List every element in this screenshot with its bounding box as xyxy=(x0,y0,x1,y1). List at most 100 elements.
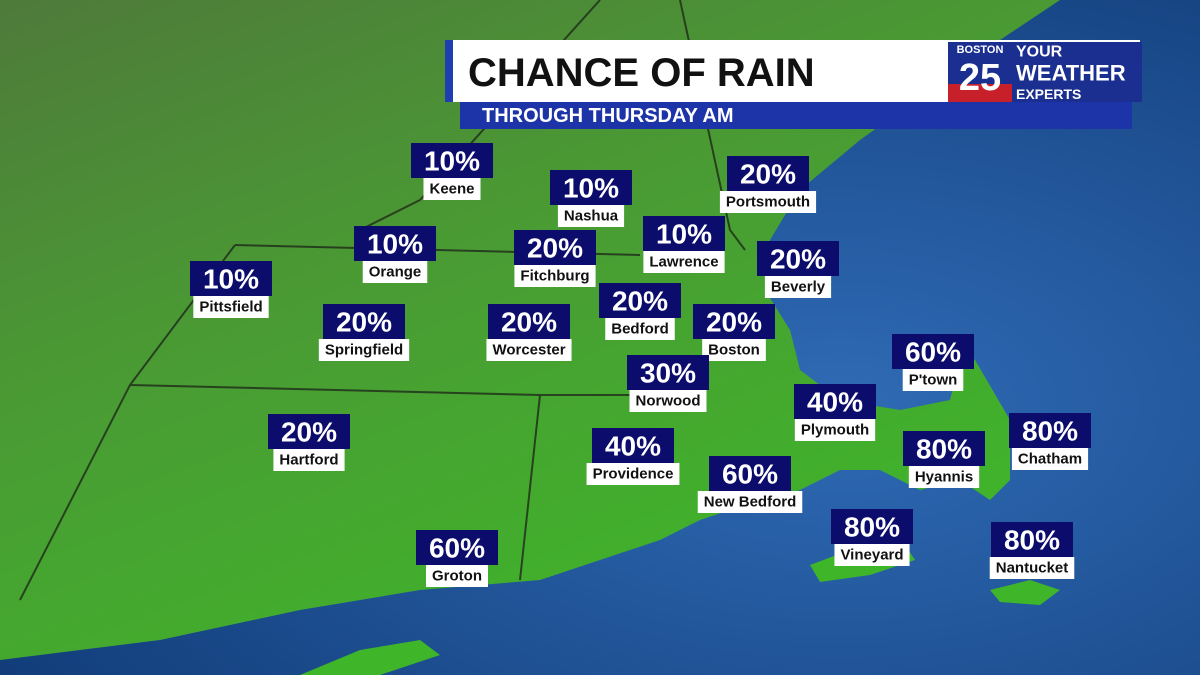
rain-chance: 80% xyxy=(1022,416,1078,447)
location-name: P'town xyxy=(909,372,958,389)
value-box xyxy=(903,431,985,466)
location-name: Lawrence xyxy=(649,254,718,271)
location-name: Nashua xyxy=(564,208,619,225)
rain-chance: 20% xyxy=(612,286,668,317)
location-name: Boston xyxy=(708,342,760,359)
location-name: Hartford xyxy=(279,452,338,469)
location-name: Nantucket xyxy=(996,560,1069,577)
location-name: Keene xyxy=(429,181,474,198)
long-island xyxy=(300,640,440,675)
location-name: Plymouth xyxy=(801,422,869,439)
location-name: Portsmouth xyxy=(726,194,810,211)
location-name: Bedford xyxy=(611,321,669,338)
rain-chance: 10% xyxy=(424,146,480,177)
location-name: Orange xyxy=(369,264,422,281)
location-label: 20% Fitchburg xyxy=(514,230,596,287)
name-box xyxy=(902,369,964,391)
location-label: 10% Pittsfield xyxy=(190,261,272,318)
location-label: 10% Nashua xyxy=(550,170,632,227)
logo-text-bg xyxy=(1012,42,1142,102)
nantucket xyxy=(990,580,1060,605)
logo-city: BOSTON xyxy=(957,44,1004,56)
rain-chance: 60% xyxy=(429,533,485,564)
location-label: 10% Orange xyxy=(354,226,436,283)
value-box xyxy=(727,156,809,191)
location-label: 40% Plymouth xyxy=(794,384,876,441)
rain-chance: 20% xyxy=(281,417,337,448)
logo-stripe xyxy=(948,84,1012,102)
location-labels: 10% Keene 10% Nashua 20% Portsmouth 10% Orange 2… xyxy=(190,143,1091,587)
name-box xyxy=(557,205,625,227)
value-box xyxy=(991,522,1073,557)
value-box xyxy=(323,304,405,339)
name-box xyxy=(362,261,428,283)
rain-chance: 60% xyxy=(722,459,778,490)
location-label: 20% Beverly xyxy=(757,241,839,298)
location-name: Norwood xyxy=(636,393,701,410)
location-label: 80% Hyannis xyxy=(903,431,985,488)
rain-chance: 10% xyxy=(203,264,259,295)
subtitle: THROUGH THURSDAY AM xyxy=(482,105,734,127)
location-label: 80% Chatham xyxy=(1009,413,1091,470)
value-box xyxy=(592,428,674,463)
value-box xyxy=(416,530,498,565)
name-box xyxy=(719,191,817,213)
name-box xyxy=(486,339,572,361)
value-box xyxy=(831,509,913,544)
name-box xyxy=(586,463,680,485)
location-name: Providence xyxy=(593,466,674,483)
name-box xyxy=(273,449,345,471)
value-box xyxy=(757,241,839,276)
logo-channel: 25 xyxy=(959,57,1001,99)
location-label: 20% Hartford xyxy=(268,414,350,471)
location-name: New Bedford xyxy=(704,494,797,511)
value-box xyxy=(268,414,350,449)
location-label: 30% Norwood xyxy=(627,355,709,412)
rain-chance: 20% xyxy=(501,307,557,338)
value-box xyxy=(190,261,272,296)
rain-chance: 80% xyxy=(1004,525,1060,556)
value-box xyxy=(693,304,775,339)
name-box xyxy=(989,557,1075,579)
name-box xyxy=(697,491,803,513)
rain-chance: 10% xyxy=(367,229,423,260)
name-box xyxy=(643,251,725,273)
name-box xyxy=(794,419,876,441)
rain-chance: 30% xyxy=(640,358,696,389)
name-box xyxy=(702,339,766,361)
value-box xyxy=(411,143,493,178)
location-label: 60% New Bedford xyxy=(697,456,803,513)
logo-line1: YOUR xyxy=(1016,44,1063,61)
logo-line2: WEATHER xyxy=(1016,61,1126,86)
name-box xyxy=(423,178,481,200)
logo-line3: EXPERTS xyxy=(1016,86,1081,102)
rain-chance: 80% xyxy=(916,434,972,465)
location-name: Hyannis xyxy=(915,469,973,486)
rain-chance: 40% xyxy=(605,431,661,462)
name-box xyxy=(514,265,596,287)
location-label: 60% P'town xyxy=(892,334,974,391)
location-label: 10% Lawrence xyxy=(643,216,725,273)
rain-chance: 20% xyxy=(527,233,583,264)
rain-chance: 40% xyxy=(807,387,863,418)
name-box xyxy=(605,318,675,340)
location-name: Fitchburg xyxy=(520,268,589,285)
location-label: 20% Portsmouth xyxy=(719,156,817,213)
name-box xyxy=(193,296,269,318)
value-box xyxy=(1009,413,1091,448)
title-accent xyxy=(445,40,453,102)
value-box xyxy=(643,216,725,251)
value-box xyxy=(599,283,681,318)
location-label: 20% Boston xyxy=(693,304,775,361)
rain-chance: 10% xyxy=(656,219,712,250)
location-name: Chatham xyxy=(1018,451,1082,468)
location-label: 20% Springfield xyxy=(318,304,410,361)
rain-chance: 80% xyxy=(844,512,900,543)
location-label: 40% Providence xyxy=(586,428,680,485)
name-box xyxy=(629,390,707,412)
name-box xyxy=(426,565,488,587)
location-name: Beverly xyxy=(771,279,826,296)
location-label: 80% Vineyard xyxy=(831,509,913,566)
location-label: 20% Bedford xyxy=(599,283,681,340)
